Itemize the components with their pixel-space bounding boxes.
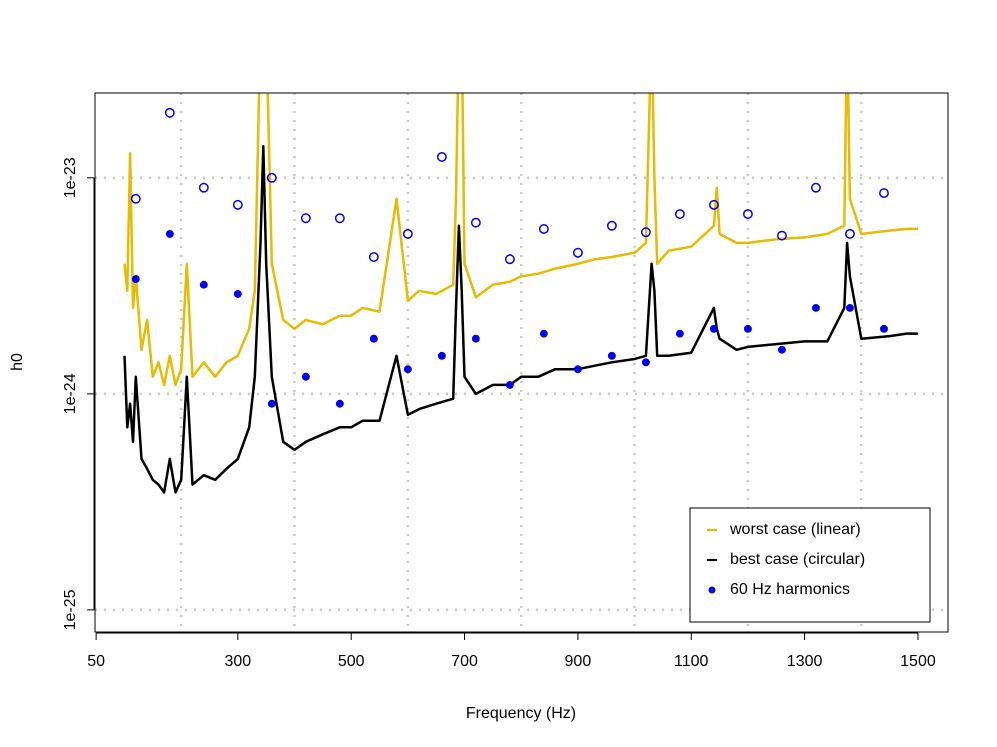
open-point — [674, 209, 685, 219]
plot-area — [123, 93, 918, 494]
open-point — [232, 199, 243, 210]
point — [641, 358, 650, 367]
open-point — [879, 188, 889, 199]
point — [607, 351, 616, 360]
legend-label: best case (circular) — [730, 551, 865, 568]
open-point — [198, 182, 209, 193]
plot-frame — [94, 92, 949, 633]
x-tick-label: 500 — [338, 653, 365, 670]
point — [199, 280, 208, 289]
point — [437, 351, 446, 360]
legend-label: 60 Hz harmonics — [730, 581, 850, 598]
open-point — [572, 247, 583, 258]
point — [335, 399, 344, 408]
open-point — [300, 213, 311, 224]
point — [539, 329, 548, 338]
open-point — [606, 220, 617, 231]
point — [845, 303, 854, 312]
point — [505, 380, 514, 389]
open-point — [368, 252, 379, 262]
open-point — [538, 223, 549, 234]
point — [811, 303, 820, 312]
series-line — [123, 145, 918, 494]
open-point — [742, 209, 753, 219]
open-point — [402, 228, 413, 239]
open-point — [810, 182, 821, 193]
x-tick-label: 700 — [451, 653, 478, 670]
open-point — [130, 193, 141, 204]
x-tick-label: 50 — [87, 653, 105, 670]
point — [165, 229, 174, 238]
point — [880, 324, 888, 333]
open-point — [164, 107, 175, 118]
x-tick-label: 1500 — [900, 653, 936, 670]
open-point — [504, 254, 515, 265]
legend-label: worst case (linear) — [729, 521, 861, 538]
point — [369, 334, 378, 343]
open-point — [776, 230, 787, 241]
legend-box — [689, 507, 931, 623]
point — [301, 372, 310, 381]
point — [233, 290, 242, 298]
point — [403, 365, 412, 374]
y-tick-label: 1e-25 — [62, 589, 79, 630]
series-line — [123, 93, 918, 387]
point — [709, 324, 718, 333]
y-axis-label: h0 — [9, 353, 26, 371]
y-tick-label: 1e-24 — [62, 373, 79, 414]
x-axis-label: Frequency (Hz) — [466, 705, 576, 722]
point — [471, 334, 480, 343]
point — [777, 345, 786, 354]
y-tick-label: 1e-23 — [62, 157, 79, 198]
point — [267, 399, 276, 408]
open-point — [844, 228, 855, 239]
open-point — [470, 217, 481, 228]
point — [573, 365, 582, 374]
x-tick-label: 1300 — [787, 653, 823, 670]
open-point — [436, 151, 447, 162]
x-tick-label: 300 — [224, 653, 251, 670]
x-tick-label: 900 — [565, 653, 592, 670]
open-point — [334, 213, 345, 224]
point — [743, 324, 752, 333]
legend-swatch — [708, 586, 716, 594]
x-tick-label: 1100 — [674, 653, 709, 670]
point — [131, 275, 140, 283]
open-point — [708, 199, 719, 210]
point — [675, 329, 684, 338]
open-point — [640, 227, 651, 238]
open-point — [266, 172, 277, 183]
